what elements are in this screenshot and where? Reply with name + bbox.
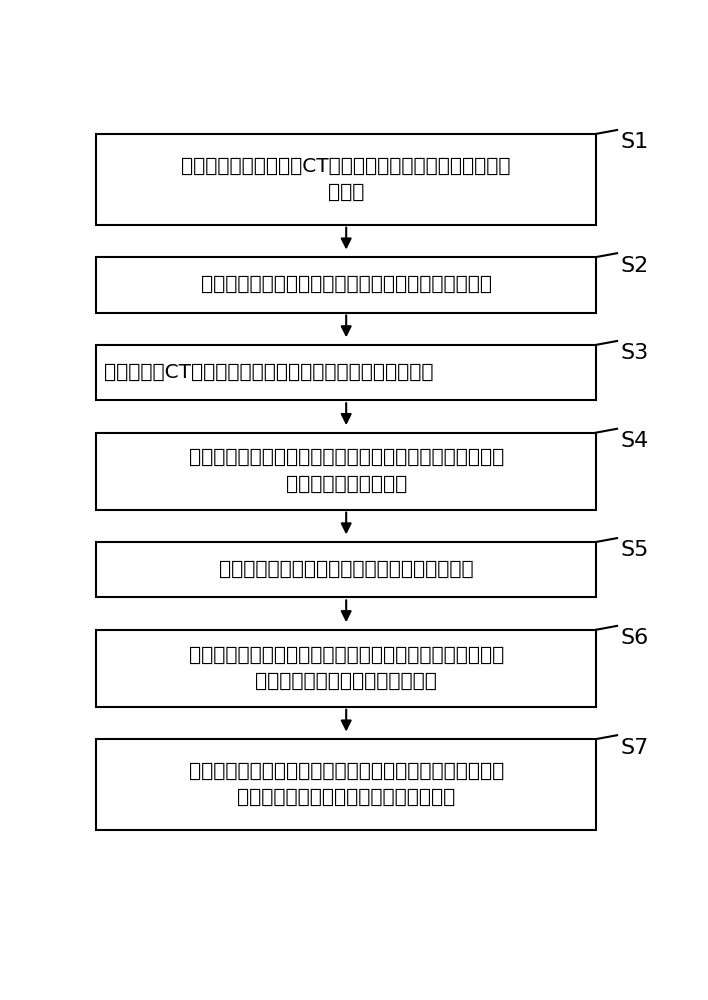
Text: 对所述二维CT图像进行三维重建，得到所述股骨的三维模型: 对所述二维CT图像进行三维重建，得到所述股骨的三维模型 (104, 363, 433, 382)
Text: 将所述透视图像中的股骨双侧后髓点还原到所述三维模型，
以得到膝关节股骨双侧后髓点的三维坐标: 将所述透视图像中的股骨双侧后髓点还原到所述三维模型， 以得到膝关节股骨双侧后髓点… (188, 762, 504, 807)
Text: S6: S6 (620, 628, 649, 648)
Text: 将所述三维模型中的髓腔轴线进行三维图形变换，以使所述
髓腔轴线垂直于水平面: 将所述三维模型中的髓腔轴线进行三维图形变换，以使所述 髓腔轴线垂直于水平面 (188, 448, 504, 494)
Text: S1: S1 (620, 132, 649, 152)
Bar (96, 345, 596, 400)
Text: S4: S4 (620, 431, 649, 451)
Bar (96, 739, 596, 830)
Bar (96, 257, 596, 312)
Bar (96, 433, 596, 510)
Text: 基于所述透视图像，以所述髓腔轴线为中心旋转所述股骨，
以使股骨双侧后髓点的纵坐标相同: 基于所述透视图像，以所述髓腔轴线为中心旋转所述股骨， 以使股骨双侧后髓点的纵坐标… (188, 645, 504, 691)
Text: S5: S5 (620, 540, 649, 560)
Bar (96, 630, 596, 707)
Text: 根据所有断层层面的髓腔中心点的坐标拟合出髓腔轴线: 根据所有断层层面的髓腔中心点的坐标拟合出髓腔轴线 (200, 275, 491, 294)
Text: 根据所述三维模型获得所述股骨一端的透视图像: 根据所述三维模型获得所述股骨一端的透视图像 (219, 560, 474, 579)
Text: S3: S3 (620, 343, 649, 363)
Text: 确定膝关节股骨的二维CT图像中每个断层层面的髓腔中心点
的坐标: 确定膝关节股骨的二维CT图像中每个断层层面的髓腔中心点 的坐标 (181, 157, 511, 202)
Text: S2: S2 (620, 256, 649, 276)
Bar (96, 134, 596, 225)
Bar (96, 542, 596, 597)
Text: S7: S7 (620, 738, 649, 758)
